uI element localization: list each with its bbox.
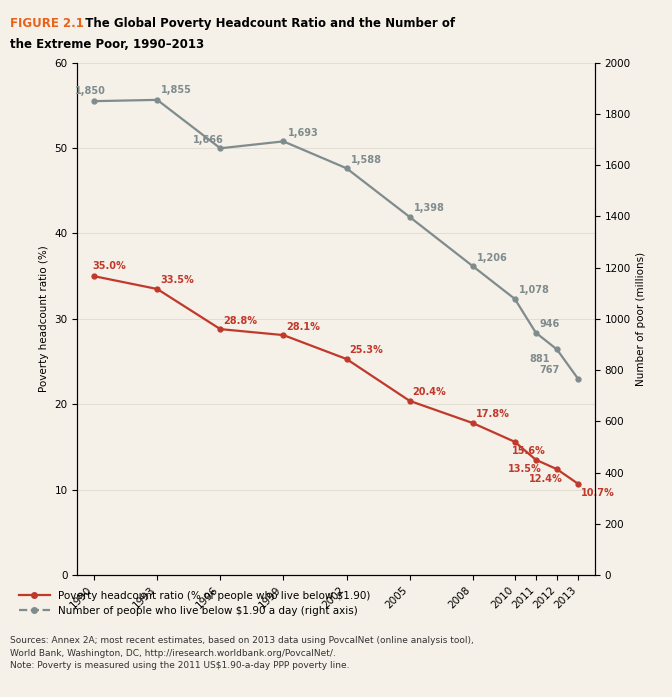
Text: 1,398: 1,398 bbox=[414, 204, 445, 213]
Y-axis label: Poverty headcount ratio (%): Poverty headcount ratio (%) bbox=[39, 245, 49, 392]
Y-axis label: Number of poor (millions): Number of poor (millions) bbox=[636, 252, 646, 386]
Text: 1,693: 1,693 bbox=[288, 128, 319, 138]
Legend: Poverty headcount ratio (% of people who live below $1.90), Number of people who: Poverty headcount ratio (% of people who… bbox=[19, 590, 370, 616]
Text: the Extreme Poor, 1990–2013: the Extreme Poor, 1990–2013 bbox=[10, 38, 204, 52]
Text: 1,206: 1,206 bbox=[477, 252, 507, 263]
Text: 28.1%: 28.1% bbox=[286, 321, 320, 332]
Text: Sources: Annex 2A; most recent estimates, based on 2013 data using PovcalNet (on: Sources: Annex 2A; most recent estimates… bbox=[10, 636, 474, 671]
Text: 1,850: 1,850 bbox=[75, 86, 106, 96]
Text: 13.5%: 13.5% bbox=[508, 464, 542, 474]
Text: 35.0%: 35.0% bbox=[93, 261, 126, 271]
Text: 12.4%: 12.4% bbox=[529, 474, 563, 484]
Text: 10.7%: 10.7% bbox=[581, 488, 614, 498]
Text: The Global Poverty Headcount Ratio and the Number of: The Global Poverty Headcount Ratio and t… bbox=[77, 17, 456, 31]
Text: 17.8%: 17.8% bbox=[476, 410, 509, 420]
Text: 20.4%: 20.4% bbox=[413, 388, 446, 397]
Text: 33.5%: 33.5% bbox=[160, 275, 194, 286]
Text: 15.6%: 15.6% bbox=[512, 446, 546, 457]
Text: 1,078: 1,078 bbox=[519, 285, 550, 296]
Text: 1,666: 1,666 bbox=[193, 135, 223, 145]
Text: 881: 881 bbox=[529, 354, 550, 364]
Text: FIGURE 2.1: FIGURE 2.1 bbox=[10, 17, 84, 31]
Text: 946: 946 bbox=[540, 319, 560, 329]
Text: 1,588: 1,588 bbox=[351, 155, 382, 164]
Text: 1,855: 1,855 bbox=[161, 85, 192, 95]
Text: 28.8%: 28.8% bbox=[223, 316, 257, 325]
Text: 25.3%: 25.3% bbox=[349, 346, 383, 355]
Text: 767: 767 bbox=[539, 365, 559, 375]
